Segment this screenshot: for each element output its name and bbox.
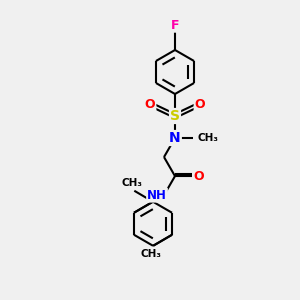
Text: N: N	[169, 131, 181, 145]
Text: S: S	[170, 109, 180, 123]
Text: CH₃: CH₃	[141, 249, 162, 259]
Text: O: O	[145, 98, 155, 111]
Text: NH: NH	[147, 189, 167, 202]
Text: O: O	[194, 169, 204, 183]
Text: F: F	[171, 19, 179, 32]
Text: O: O	[195, 98, 205, 111]
Text: CH₃: CH₃	[122, 178, 143, 188]
Text: CH₃: CH₃	[198, 133, 219, 143]
